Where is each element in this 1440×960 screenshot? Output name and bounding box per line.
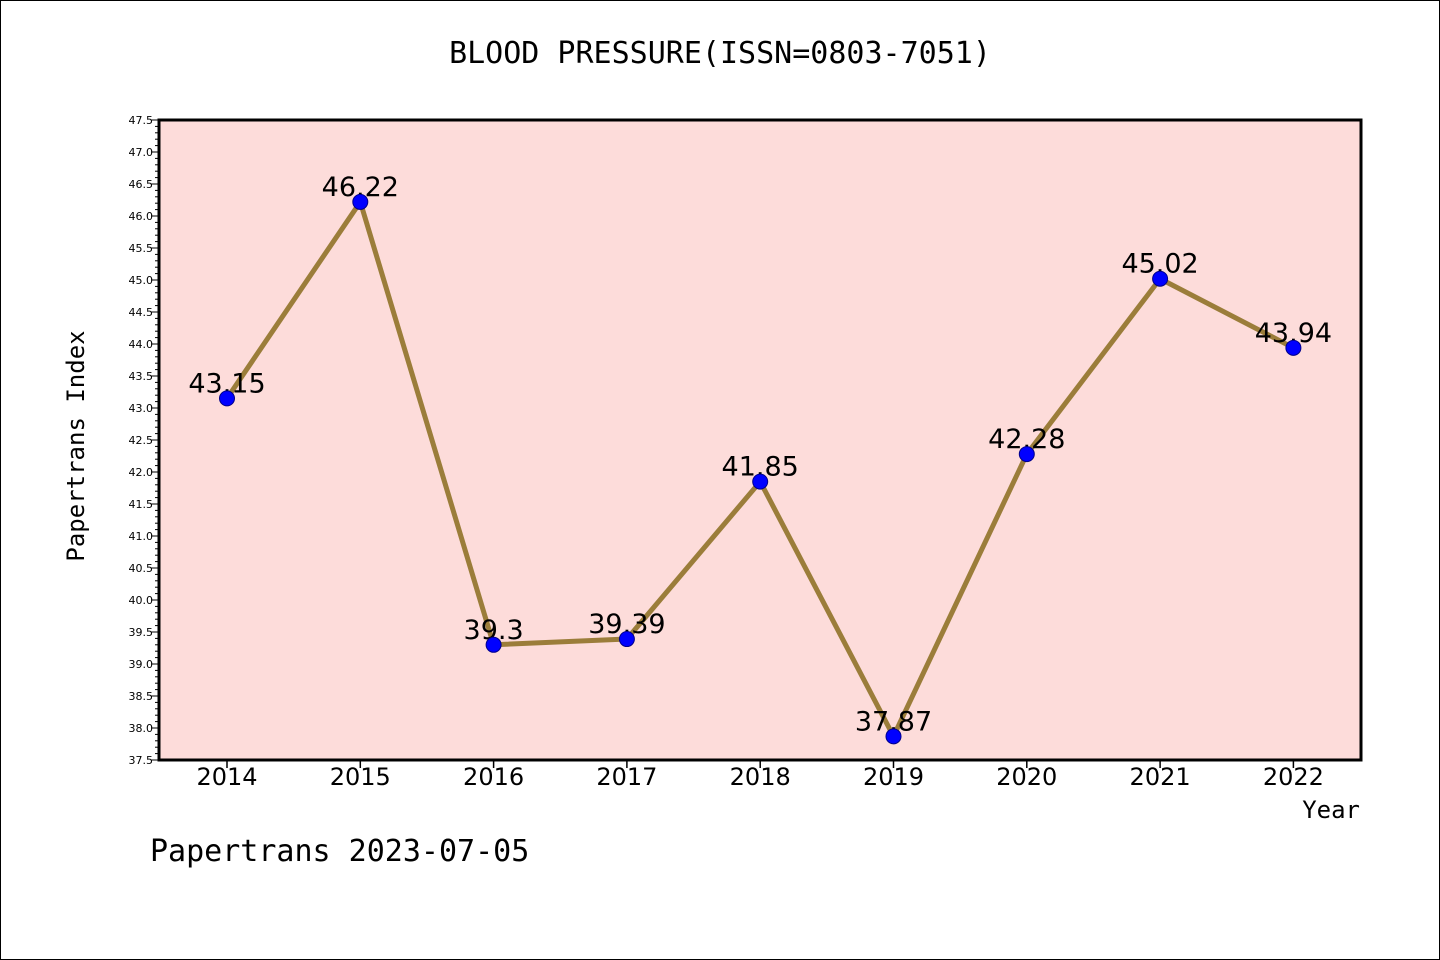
y-tick-label: 43.5 (129, 370, 154, 383)
y-tick-label: 41.5 (129, 498, 154, 511)
data-point (1018, 446, 1035, 463)
y-tick-label: 47.0 (129, 146, 154, 159)
x-tick-label: 2020 (996, 763, 1057, 791)
x-tick-label: 2017 (596, 763, 657, 791)
y-tick-label: 42.5 (129, 434, 154, 447)
y-tick-label: 39.0 (129, 658, 154, 671)
y-tick-label: 40.0 (129, 594, 154, 607)
data-point (352, 193, 369, 210)
y-tick-label: 46.5 (129, 178, 154, 191)
y-tick-label: 38.5 (129, 690, 154, 703)
x-tick-label: 2022 (1263, 763, 1324, 791)
y-tick-label: 44.0 (129, 338, 154, 351)
y-tick-label: 45.0 (129, 274, 154, 287)
data-point (885, 728, 902, 745)
data-point (752, 473, 769, 490)
y-tick-label: 47.5 (129, 114, 154, 127)
x-tick-label: 2014 (196, 763, 257, 791)
x-tick-label: 2019 (863, 763, 924, 791)
footer-text: Papertrans 2023-07-05 (150, 834, 530, 869)
y-tick-label: 43.0 (129, 402, 154, 415)
y-tick-label: 44.5 (129, 306, 154, 319)
data-point (1152, 270, 1169, 287)
x-tick-label: 2021 (1130, 763, 1191, 791)
data-point (1285, 339, 1302, 356)
x-tick-label: 2015 (330, 763, 391, 791)
y-tick-label: 38.0 (129, 722, 154, 735)
y-tick-label: 45.5 (129, 242, 154, 255)
y-tick-label: 46.0 (129, 210, 154, 223)
y-tick-label: 39.5 (129, 626, 154, 639)
data-point (219, 390, 235, 407)
data-point (618, 631, 635, 648)
y-tick-label: 40.5 (129, 562, 154, 575)
plot-border (157, 118, 1363, 762)
x-tick-label: 2016 (463, 763, 524, 791)
plot-area (159, 120, 1361, 760)
x-tick-label: 2018 (730, 763, 791, 791)
chart-title: BLOOD PRESSURE(ISSN=0803-7051) (449, 36, 991, 71)
y-tick-label: 42.0 (129, 466, 154, 479)
y-tick-label: 37.5 (129, 754, 154, 767)
data-point (485, 636, 502, 653)
y-tick-label: 41.0 (129, 530, 154, 543)
x-axis-title: Year (1302, 796, 1360, 824)
